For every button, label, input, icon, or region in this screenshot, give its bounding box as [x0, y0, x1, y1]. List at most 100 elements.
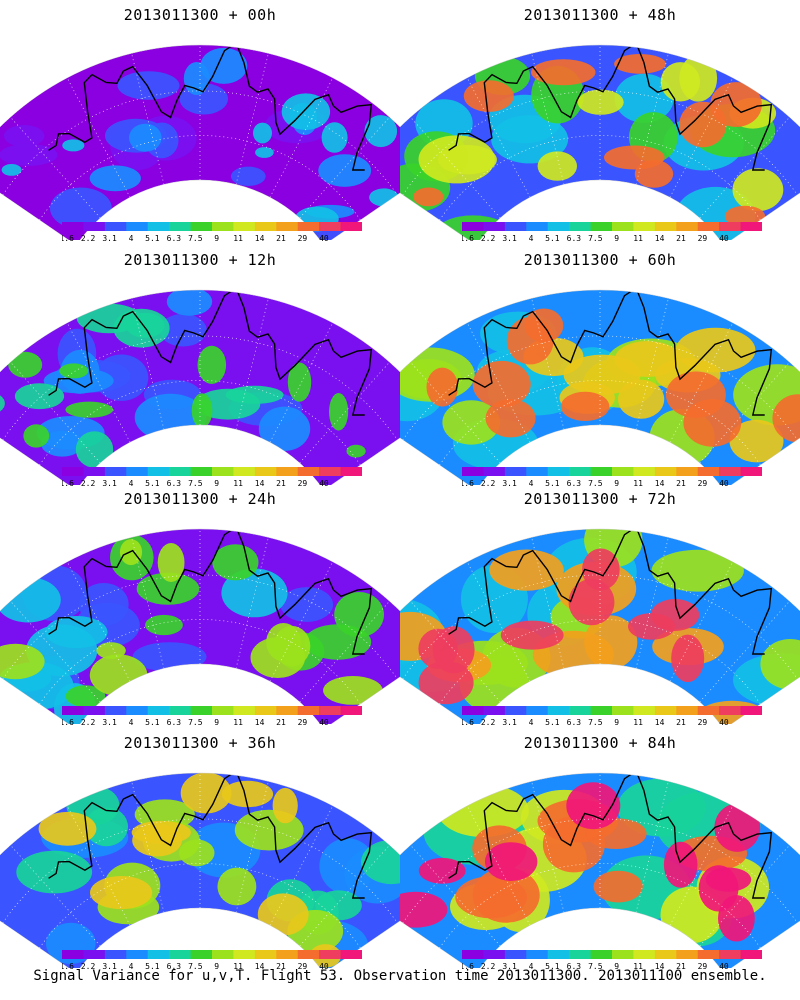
variance-contour	[364, 115, 398, 148]
variance-contour	[560, 391, 610, 421]
variance-contour	[463, 80, 514, 112]
variance-map	[0, 772, 400, 968]
variance-contour	[23, 424, 50, 448]
map-panel: 2013011300 + 24h 1.6 2.2 3.1 4 5.1 6.3 7.5 9 11 14…	[0, 484, 400, 726]
colorbar: 1.6 2.2 3.1 4 5.1 6.3 7.5 9 11 14 21 29 40	[62, 222, 362, 242]
variance-contour	[506, 317, 554, 365]
graticule-meridian	[299, 600, 390, 703]
map-panel: 2013011300 + 12h 1.6 2.2 3.1 4 5.1 6.3 7.5 9 11 14…	[0, 245, 400, 487]
variance-contour	[531, 59, 596, 86]
colorbar: 1.6 2.2 3.1 4 5.1 6.3 7.5 9 11 14 21 29 40	[462, 950, 762, 970]
colorbar-swatch	[697, 950, 720, 959]
coastline	[48, 290, 373, 416]
colorbar-swatch	[569, 706, 592, 715]
colorbar-label: 3.1	[502, 234, 517, 242]
colorbar-swatch	[83, 467, 106, 476]
graticule-meridian	[269, 805, 334, 926]
colorbar-label: 2.2	[481, 234, 496, 242]
variance-contour	[705, 867, 752, 892]
colorbar-swatch	[590, 706, 613, 715]
colorbar-swatch	[340, 706, 362, 715]
variance-map	[0, 289, 400, 485]
variance-contour	[472, 867, 540, 923]
colorbar-swatch	[147, 222, 170, 231]
variance-contour	[329, 393, 349, 431]
variance-contour	[125, 312, 165, 338]
colorbar-label: 40	[319, 962, 329, 970]
colorbar-swatch	[276, 950, 299, 959]
variance-contour	[714, 803, 761, 852]
variance-map	[400, 528, 800, 724]
colorbar-label: 6.3	[167, 962, 182, 970]
map-outline	[0, 44, 400, 240]
colorbar-swatch	[633, 222, 656, 231]
colorbar-label: 40	[719, 718, 729, 726]
colorbar-swatch	[212, 467, 234, 476]
colorbar-label: 40	[319, 718, 329, 726]
colorbar-label: 9	[614, 234, 619, 242]
variance-contour	[89, 654, 148, 696]
colorbar-swatch	[254, 706, 277, 715]
colorbar-swatch	[483, 222, 506, 231]
colorbar-swatch	[569, 467, 592, 476]
colorbar-label: 1.6	[462, 718, 474, 726]
colorbar-label: 21	[676, 479, 686, 487]
colorbar-swatch	[462, 950, 484, 959]
colorbar-label: 5.1	[545, 479, 560, 487]
graticule-meridian	[410, 361, 501, 464]
colorbar-swatch	[612, 222, 634, 231]
variance-contour	[84, 807, 128, 847]
colorbar-label: 4	[129, 234, 134, 242]
variance-contour	[472, 360, 531, 408]
coastline	[448, 773, 773, 899]
graticule-meridian	[466, 77, 531, 198]
colorbar-label: 40	[319, 234, 329, 242]
colorbar-swatch	[676, 950, 699, 959]
graticule-meridian	[131, 298, 165, 430]
graticule-meridian	[235, 298, 269, 430]
colorbar-label: 5.1	[545, 234, 560, 242]
map-panel: 2013011300 + 00h 1.6 2.2 3.1 4 5.1 6.3 7.5 9 11 14…	[0, 0, 400, 242]
variance-contour	[321, 122, 348, 153]
colorbar-label: 6.3	[167, 718, 182, 726]
colorbar-swatch	[590, 222, 613, 231]
colorbar: 1.6 2.2 3.1 4 5.1 6.3 7.5 9 11 14 21 29 40	[462, 706, 762, 726]
colorbar-label: 21	[676, 962, 686, 970]
variance-contour	[323, 676, 383, 705]
colorbar-swatch	[462, 706, 484, 715]
colorbar-swatch	[319, 950, 342, 959]
colorbar-label: 9	[614, 962, 619, 970]
variance-contour	[200, 47, 248, 84]
graticule-meridian	[635, 298, 669, 430]
colorbar-swatch	[62, 222, 84, 231]
variance-contour	[132, 642, 207, 672]
colorbar-label: 14	[655, 234, 665, 242]
colorbar-swatch	[169, 950, 192, 959]
colorbar-swatch	[297, 706, 320, 715]
variance-contour	[166, 290, 213, 316]
variance-contour	[258, 406, 311, 451]
colorbar-label: 2.2	[81, 718, 96, 726]
colorbar-label: 21	[676, 234, 686, 242]
variance-contour	[45, 616, 108, 649]
panel-title: 2013011300 + 36h	[123, 734, 277, 752]
graticule-parallel	[39, 380, 361, 466]
colorbar-swatch	[547, 706, 570, 715]
graticule-meridian	[410, 600, 501, 703]
variance-contour	[442, 400, 500, 445]
graticule-meridian	[669, 805, 734, 926]
colorbar-swatch	[633, 706, 656, 715]
colorbar-swatch	[740, 467, 762, 476]
colorbar-swatch	[62, 706, 84, 715]
variance-contour	[287, 362, 312, 402]
variance-contour	[426, 367, 459, 407]
colorbar-swatch	[633, 950, 656, 959]
variance-contour	[117, 71, 180, 100]
graticule-parallel	[439, 380, 761, 466]
colorbar-label: 4	[129, 718, 134, 726]
panel-title: 2013011300 + 60h	[523, 251, 677, 269]
variance-contour	[129, 123, 162, 152]
variance-contour	[145, 614, 183, 636]
variance-contour	[257, 893, 309, 936]
graticule-meridian	[531, 298, 565, 430]
